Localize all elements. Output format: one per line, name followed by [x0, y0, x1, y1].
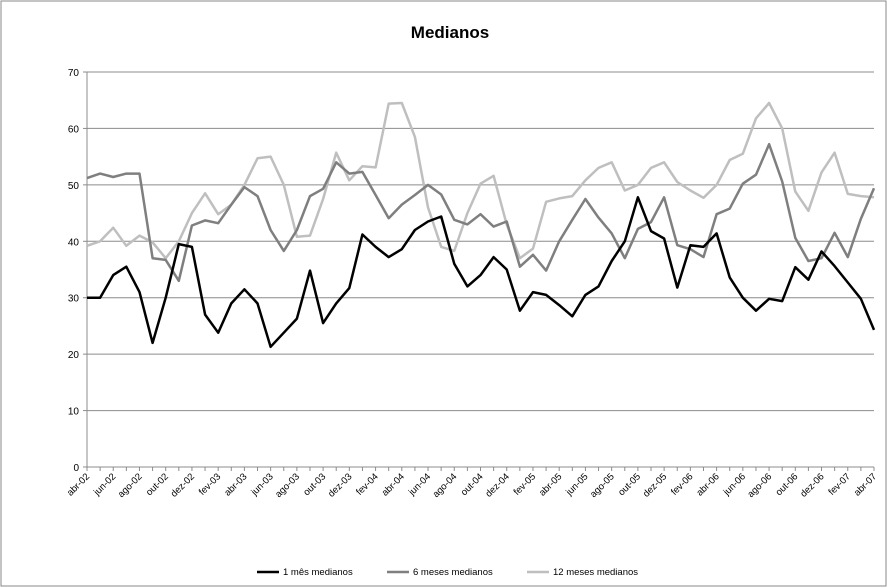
y-tick-label: 0: [73, 463, 79, 474]
y-tick-label: 30: [68, 294, 80, 305]
legend-label: 12 meses medianos: [553, 567, 638, 578]
chart-title: Medianos: [411, 23, 489, 42]
series-line: [86, 142, 876, 283]
y-tick-label: 60: [68, 124, 80, 135]
y-tick-label: 40: [68, 237, 80, 248]
legend-label: 6 meses medianos: [413, 567, 493, 578]
y-tick-label: 10: [68, 407, 80, 418]
y-tick-label: 70: [68, 68, 80, 79]
series-line: [87, 196, 876, 349]
legend-label: 1 mês medianos: [283, 567, 353, 578]
y-tick-label: 50: [68, 181, 80, 192]
series-line: [86, 101, 875, 260]
y-tick-label: 20: [68, 350, 80, 361]
